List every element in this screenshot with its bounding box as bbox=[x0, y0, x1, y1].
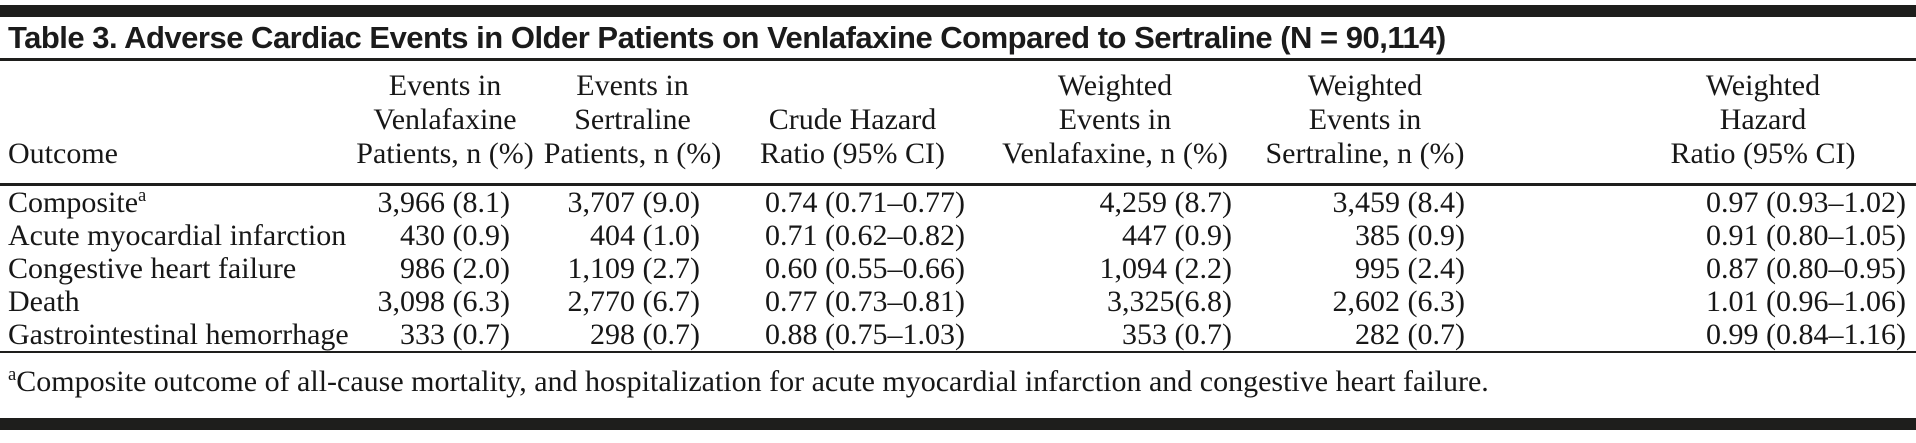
value-cell: 3,459 (8.4) bbox=[1332, 186, 1465, 219]
value-cell: 385 (0.9) bbox=[1355, 219, 1465, 252]
header-line: Ratio (95% CI) bbox=[1670, 137, 1856, 170]
value-cell: 1,109 (2.7) bbox=[567, 252, 700, 285]
value-cell: 298 (0.7) bbox=[590, 318, 700, 351]
top-border-bar bbox=[0, 5, 1916, 17]
col-header-weighted-hazard-ratio: Weighted Hazard Ratio (95% CI) bbox=[1480, 61, 1916, 183]
header-line: Events in bbox=[1058, 103, 1172, 136]
header-line: Venlafaxine bbox=[373, 103, 517, 136]
col-header-events-venlafaxine: Events in Venlafaxine Patients, n (%) bbox=[350, 61, 540, 183]
value-cell: 2,770 (6.7) bbox=[567, 285, 700, 318]
table-footnote: aComposite outcome of all-cause mortalit… bbox=[0, 353, 1916, 411]
value-cell: 0.77 (0.73–0.81) bbox=[765, 285, 965, 318]
col-header-events-sertraline: Events in Sertraline Patients, n (%) bbox=[540, 61, 725, 183]
table-header: Outcome Events in Venlafaxine Patients, … bbox=[0, 61, 1916, 186]
outcome-cell: Congestive heart failure bbox=[8, 252, 297, 285]
value-cell: 0.87 (0.80–0.95) bbox=[1706, 252, 1906, 285]
adverse-events-table: Outcome Events in Venlafaxine Patients, … bbox=[0, 61, 1916, 351]
header-line: Weighted bbox=[1307, 69, 1423, 102]
header-row: Outcome Events in Venlafaxine Patients, … bbox=[0, 61, 1916, 183]
col-header-weighted-events-venlafaxine: Weighted Events in Venlafaxine, n (%) bbox=[980, 61, 1250, 183]
header-line: Weighted bbox=[1705, 69, 1821, 102]
table-body: Compositea 3,966 (8.1) 3,707 (9.0) 0.74 (0.… bbox=[0, 186, 1916, 351]
value-cell: 0.88 (0.75–1.03) bbox=[765, 318, 965, 351]
value-cell: 2,602 (6.3) bbox=[1332, 285, 1465, 318]
value-cell: 333 (0.7) bbox=[400, 318, 510, 351]
header-line: Outcome bbox=[8, 137, 118, 170]
value-cell: 995 (2.4) bbox=[1355, 252, 1465, 285]
value-cell: 430 (0.9) bbox=[400, 219, 510, 252]
header-line: Venlafaxine, n (%) bbox=[1002, 137, 1228, 170]
title-rule bbox=[0, 58, 1916, 61]
header-line: Sertraline, n (%) bbox=[1265, 137, 1465, 170]
value-cell: 0.71 (0.62–0.82) bbox=[765, 219, 965, 252]
value-cell: 1.01 (0.96–1.06) bbox=[1706, 285, 1906, 318]
header-line: Patients, n (%) bbox=[543, 137, 722, 170]
col-header-outcome: Outcome bbox=[0, 61, 350, 183]
value-cell: 4,259 (8.7) bbox=[1099, 186, 1232, 219]
header-line: Crude Hazard bbox=[768, 103, 937, 136]
footnote-rule bbox=[0, 351, 1916, 353]
footnote-marker: a bbox=[8, 364, 17, 385]
value-cell: 404 (1.0) bbox=[590, 219, 700, 252]
value-cell: 0.60 (0.55–0.66) bbox=[765, 252, 965, 285]
table-row: Congestive heart failure 986 (2.0) 1,109 (… bbox=[0, 252, 1916, 285]
value-cell: 282 (0.7) bbox=[1355, 318, 1465, 351]
outcome-cell: Compositea bbox=[8, 185, 147, 219]
header-line: Ratio (95% CI) bbox=[760, 137, 945, 170]
value-cell: 0.99 (0.84–1.16) bbox=[1706, 318, 1906, 351]
header-line: Events in bbox=[388, 69, 502, 102]
header-rule-row bbox=[0, 183, 1916, 186]
value-cell: 0.97 (0.93–1.02) bbox=[1706, 186, 1906, 219]
outcome-cell: Death bbox=[8, 285, 80, 318]
header-line: Hazard bbox=[1719, 103, 1807, 136]
header-line: Sertraline bbox=[574, 103, 691, 136]
table-row: Compositea 3,966 (8.1) 3,707 (9.0) 0.74 (0.… bbox=[0, 186, 1916, 219]
value-cell: 3,325(6.8) bbox=[1107, 285, 1232, 318]
value-cell: 3,098 (6.3) bbox=[377, 285, 510, 318]
header-line: Events in bbox=[1308, 103, 1422, 136]
col-header-weighted-events-sertraline: Weighted Events in Sertraline, n (%) bbox=[1250, 61, 1480, 183]
table-title: Table 3. Adverse Cardiac Events in Older… bbox=[8, 20, 1446, 55]
value-cell: 447 (0.9) bbox=[1122, 219, 1232, 252]
header-line: Events in bbox=[576, 69, 689, 102]
table-row: Acute myocardial infarction 430 (0.9) 404 … bbox=[0, 219, 1916, 252]
value-cell: 3,707 (9.0) bbox=[567, 186, 700, 219]
bottom-border-bar bbox=[0, 418, 1916, 430]
header-line: Patients, n (%) bbox=[356, 137, 534, 170]
value-cell: 1,094 (2.2) bbox=[1099, 252, 1232, 285]
value-cell: 3,966 (8.1) bbox=[377, 186, 510, 219]
outcome-cell: Gastrointestinal hemorrhage bbox=[8, 318, 349, 351]
footnote-text: Composite outcome of all-cause mortality… bbox=[16, 365, 1489, 398]
value-cell: 986 (2.0) bbox=[400, 252, 510, 285]
value-cell: 353 (0.7) bbox=[1122, 318, 1232, 351]
col-header-crude-hazard-ratio: Crude Hazard Ratio (95% CI) bbox=[725, 61, 980, 183]
header-rule bbox=[0, 183, 1916, 186]
table-row: Gastrointestinal hemorrhage 333 (0.7) 298 … bbox=[0, 318, 1916, 351]
value-cell: 0.74 (0.71–0.77) bbox=[765, 186, 965, 219]
value-cell: 0.91 (0.80–1.05) bbox=[1706, 219, 1906, 252]
table-row: Death 3,098 (6.3) 2,770 (6.7) 0.77 (0.73–0.… bbox=[0, 285, 1916, 318]
outcome-footnote-marker: a bbox=[138, 185, 147, 206]
header-line: Weighted bbox=[1057, 69, 1173, 102]
outcome-cell: Acute myocardial infarction bbox=[8, 219, 347, 252]
